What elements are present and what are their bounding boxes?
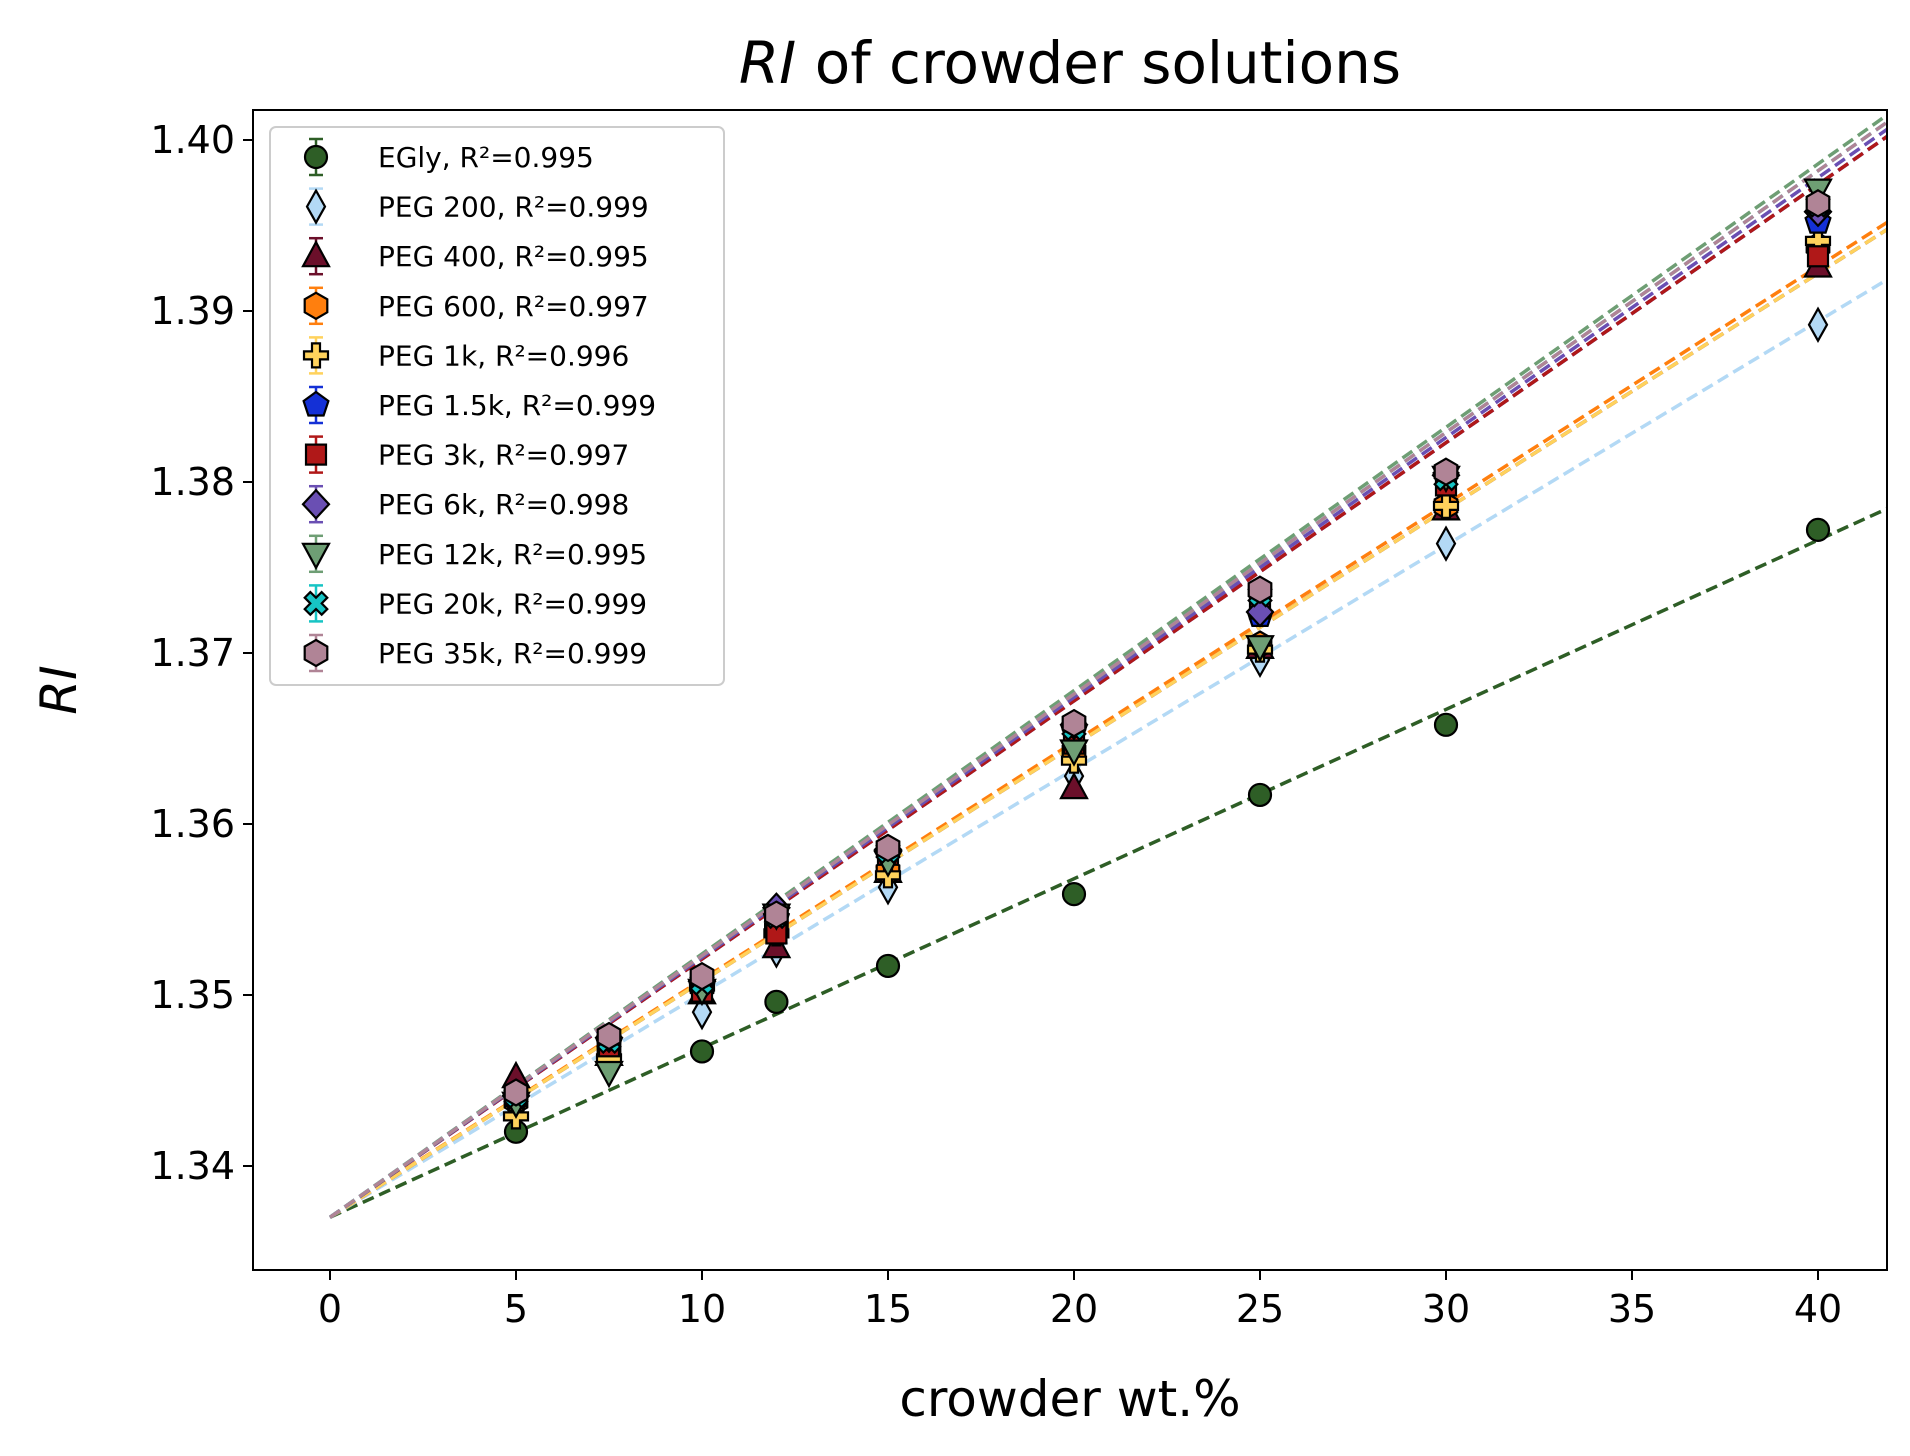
legend-label: EGly, R²=0.995 <box>378 141 594 174</box>
x-tick-label: 30 <box>1422 1287 1470 1331</box>
legend-label: PEG 200, R²=0.999 <box>378 191 649 224</box>
legend-label: PEG 3k, R²=0.997 <box>378 439 629 472</box>
data-point <box>1061 882 1087 907</box>
y-tick-label: 1.34 <box>150 1144 235 1188</box>
plot-frame <box>252 109 1888 1271</box>
legend-label: PEG 1k, R²=0.996 <box>378 339 629 372</box>
legend-marker <box>301 542 331 571</box>
data-point <box>764 989 789 1014</box>
data-point <box>1806 245 1830 268</box>
legend-marker <box>303 590 329 617</box>
x-tick-label: 15 <box>864 1287 912 1331</box>
data-point <box>1433 712 1459 737</box>
x-axis: 0 5 10 15 20 25 30 35 40 <box>318 1270 1842 1331</box>
data-point <box>1805 517 1831 542</box>
y-tick-label: 1.36 <box>150 802 235 846</box>
legend-marker <box>302 390 330 417</box>
data-point <box>1247 782 1273 808</box>
y-tick-label: 1.40 <box>150 118 235 162</box>
legend-marker <box>303 144 329 170</box>
x-tick-label: 10 <box>678 1287 726 1331</box>
data-point <box>596 1021 622 1051</box>
y-axis: 1.34 1.35 1.36 1.37 1.38 1.39 1.40 <box>150 118 253 1188</box>
y-tick-label: 1.39 <box>150 289 235 333</box>
plot-area <box>328 112 1887 1219</box>
legend: EGly, R²=0.995 PEG 200, R²=0.999 PEG 400, … <box>269 126 725 686</box>
x-tick-label: 20 <box>1050 1287 1098 1331</box>
x-tick-label: 5 <box>504 1287 528 1331</box>
legend-marker <box>303 291 329 321</box>
data-point <box>1059 739 1089 767</box>
y-tick-label: 1.37 <box>150 631 235 675</box>
x-tick-label: 40 <box>1794 1287 1842 1331</box>
chart-title-italic: RI <box>739 29 796 97</box>
x-tick-label: 35 <box>1608 1287 1656 1331</box>
data-point <box>1061 708 1087 738</box>
data-point <box>1433 457 1459 486</box>
y-axis-label: RI <box>30 665 88 715</box>
x-axis-label: crowder wt.% <box>899 1370 1240 1428</box>
legend-label: PEG 1.5k, R²=0.999 <box>378 389 656 422</box>
y-tick-label: 1.35 <box>150 973 235 1017</box>
chart-title: RI of crowder solutions <box>739 29 1401 97</box>
legend-label: PEG 400, R²=0.995 <box>378 240 649 273</box>
y-tick-label: 1.38 <box>150 460 235 504</box>
legend-frame <box>269 126 725 686</box>
legend-label: PEG 600, R²=0.997 <box>378 290 649 323</box>
data-point <box>875 833 901 863</box>
fit-line <box>328 112 1887 1219</box>
data-point <box>1807 306 1829 343</box>
data-point <box>1432 492 1460 520</box>
legend-marker <box>302 342 330 369</box>
legend-marker <box>305 188 327 225</box>
data-point <box>1245 635 1275 663</box>
x-tick-label: 25 <box>1236 1287 1284 1331</box>
fit-line <box>329 227 1887 1219</box>
x-tick-label: 0 <box>318 1287 342 1331</box>
legend-label: PEG 35k, R²=0.999 <box>378 637 647 670</box>
fit-line <box>329 506 1887 1219</box>
data-point <box>689 1039 715 1064</box>
data-point <box>1059 771 1089 800</box>
fit-line <box>328 120 1887 1219</box>
legend-label: PEG 6k, R²=0.998 <box>378 488 629 521</box>
fit-lines <box>328 112 1887 1219</box>
legend-marker <box>301 488 331 520</box>
legend-label: PEG 12k, R²=0.995 <box>378 538 647 571</box>
data-point <box>689 961 715 991</box>
data-point <box>875 953 901 979</box>
data-point <box>763 900 789 929</box>
data-point <box>1805 189 1831 218</box>
legend-label: PEG 20k, R²=0.999 <box>378 587 647 620</box>
data-point <box>1435 525 1457 562</box>
chart-title-rest: of crowder solutions <box>796 29 1401 97</box>
data-markers <box>501 178 1833 1144</box>
data-point <box>503 1078 529 1107</box>
series-0-points <box>503 517 1831 1144</box>
series-10-points <box>503 189 1831 1107</box>
data-point <box>1247 575 1273 604</box>
fit-line <box>329 277 1887 1219</box>
legend-marker <box>301 239 331 268</box>
legend-marker <box>303 638 329 668</box>
legend-marker <box>304 443 328 466</box>
data-point <box>594 1060 624 1089</box>
